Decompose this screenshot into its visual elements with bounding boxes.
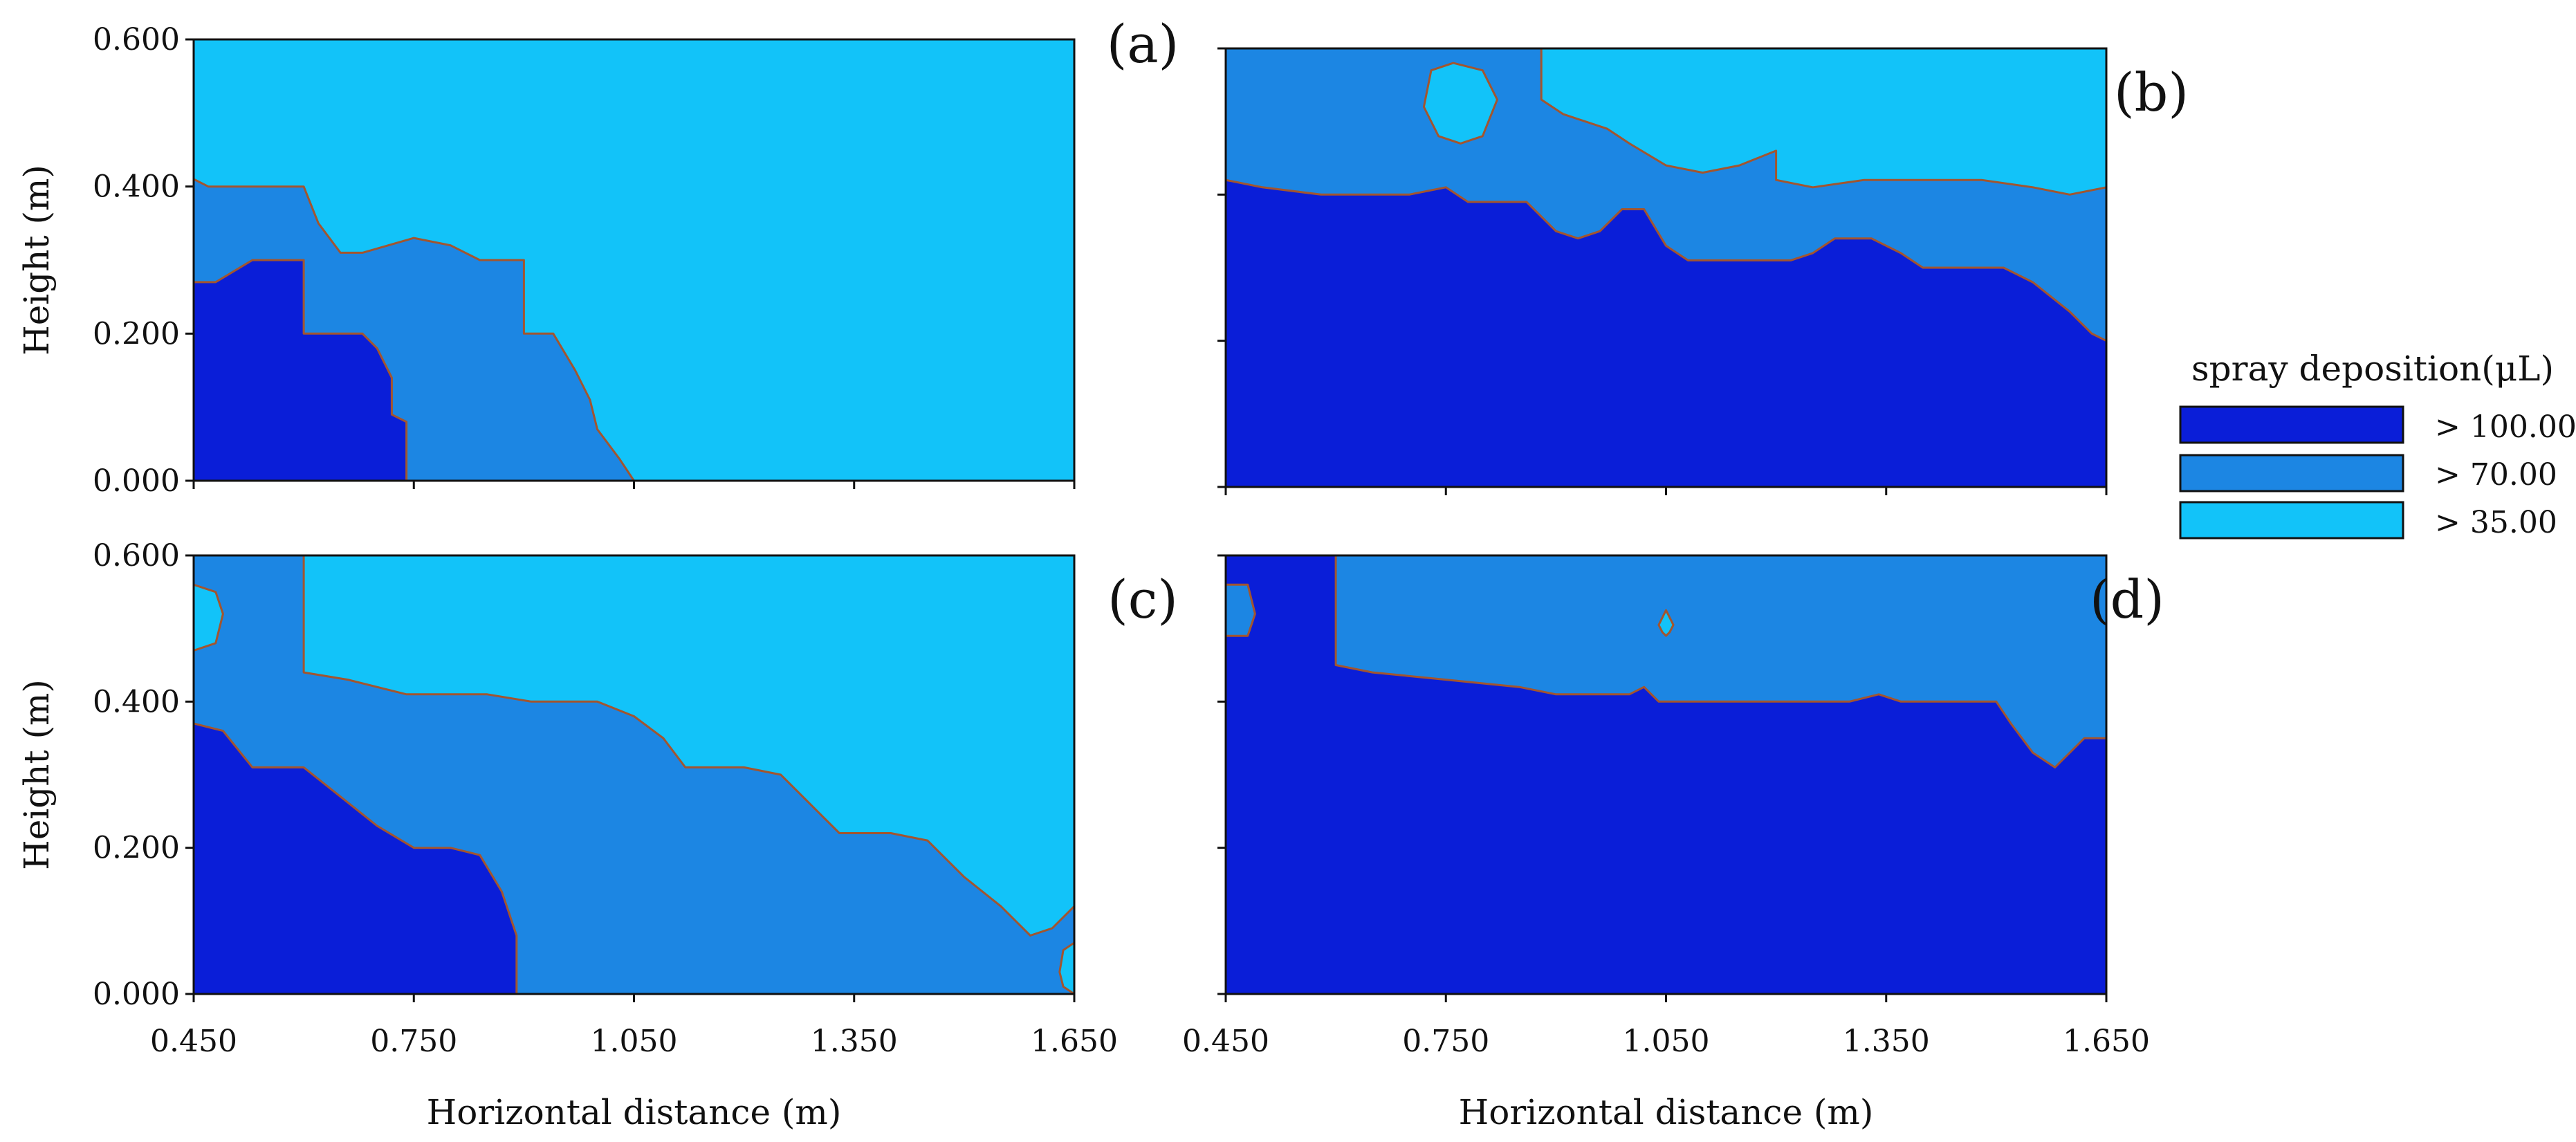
x-tick-label: 1.050 [1623,1024,1710,1059]
y-axis-title: Height (m) [17,165,57,356]
legend-item: > 70.00 [2180,455,2557,492]
x-tick-label: 1.350 [811,1024,898,1059]
x-tick-label: 1.350 [1843,1024,1930,1059]
y-tick-label: 0.200 [93,316,180,351]
y-tick-label: 0.600 [93,22,180,57]
legend-swatch-high [2180,407,2403,443]
panels-layer: 0.000 0.200 0.400 0.600 Height (m) (a) (b) 0.00… [17,13,2189,1132]
legend-swatch-low [2180,502,2403,538]
panel-tag: (a) [1107,13,1179,75]
panel-0: 0.000 0.200 0.400 0.600 Height (m) (a) [17,13,1179,499]
legend: spray deposition(μL) > 100.00 > 70.00 > … [2180,349,2576,540]
x-tick-label: 0.450 [1182,1024,1269,1059]
y-tick-label: 0.200 [93,831,180,866]
y-tick-label: 0.000 [93,977,180,1012]
x-tick-label: 0.450 [150,1024,237,1059]
y-tick-label: 0.400 [93,169,180,205]
legend-item: > 100.00 [2180,407,2576,445]
y-tick-label: 0.000 [93,463,180,499]
x-tick-label: 1.650 [1031,1024,1118,1059]
x-tick-label: 1.050 [591,1024,678,1059]
panel-1: (b) [1217,48,2189,495]
x-axis-title: Horizontal distance (m) [427,1092,842,1132]
plot-area [1226,48,2106,487]
legend-title: spray deposition(μL) [2191,349,2554,389]
panel-tag: (c) [1107,569,1178,630]
x-axis-title: Horizontal distance (m) [1459,1092,1874,1132]
panel-tag: (b) [2114,62,2189,123]
plot-area [194,39,1074,481]
x-tick-label: 1.650 [2063,1024,2150,1059]
legend-label-low: > 35.00 [2435,505,2557,540]
y-axis-title: Height (m) [17,679,57,870]
legend-item: > 35.00 [2180,502,2557,540]
y-tick-label: 0.400 [93,684,180,719]
panel-2: 0.000 0.200 0.400 0.600 0.450 0.750 1.050 1.350… [17,538,1178,1132]
x-tick-label: 0.750 [1402,1024,1489,1059]
legend-label-high: > 100.00 [2435,409,2576,445]
y-tick-label: 0.600 [93,538,180,573]
legend-swatch-mid [2180,455,2403,491]
x-tick-label: 0.750 [370,1024,457,1059]
plot-area [194,555,1074,994]
legend-label-mid: > 70.00 [2435,457,2557,492]
plot-area [1226,555,2106,994]
panel-3: 0.450 0.750 1.050 1.350 1.650 Horizontal dist… [1182,555,2164,1132]
contour-region [1226,584,1255,636]
panel-tag: (d) [2090,569,2164,630]
